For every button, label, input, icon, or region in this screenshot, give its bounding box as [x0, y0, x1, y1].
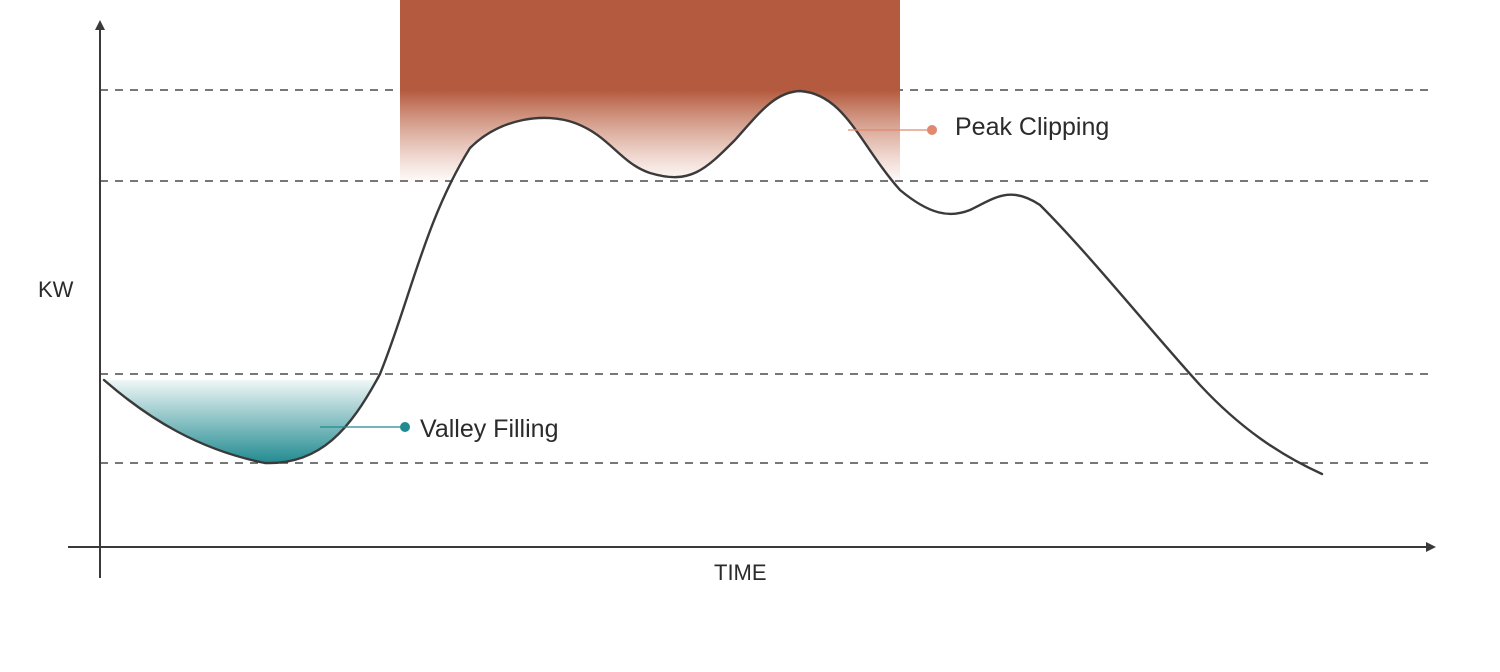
valley-filling-area — [104, 374, 380, 464]
load-curve — [102, 89, 1324, 476]
axes — [68, 20, 1436, 578]
x-axis-arrow-icon — [1426, 542, 1436, 552]
valley-filling-callout: Valley Filling — [320, 415, 558, 443]
valley-filling-label: Valley Filling — [420, 415, 558, 443]
peak-clipping-label: Peak Clipping — [955, 113, 1109, 141]
peak-marker-dot — [927, 125, 937, 135]
x-axis-label: TIME — [714, 560, 767, 585]
y-axis-arrow-icon — [95, 20, 105, 30]
peak-clipping-area — [400, 0, 900, 181]
valley-marker-dot — [400, 422, 410, 432]
y-axis-label: KW — [38, 277, 74, 302]
peak-clipping-callout: Peak Clipping — [848, 113, 1109, 141]
